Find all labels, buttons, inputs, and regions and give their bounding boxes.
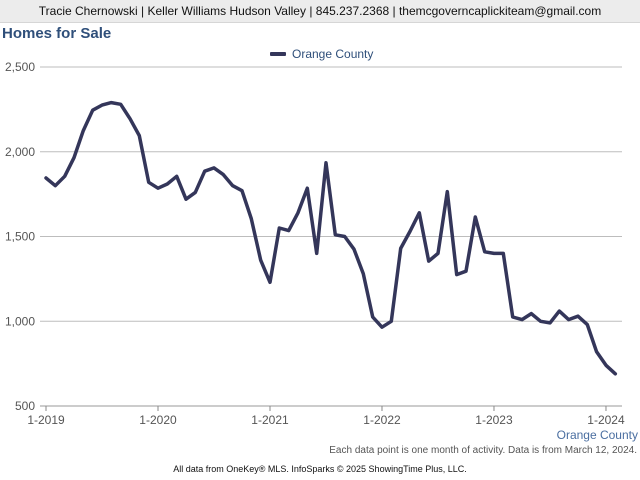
y-tick-label: 2,500 <box>5 60 35 74</box>
data-note: Each data point is one month of activity… <box>329 445 637 456</box>
x-tick-label: 1-2019 <box>27 413 65 427</box>
y-tick-label: 1,000 <box>5 314 35 328</box>
data-source: All data from OneKey® MLS. InfoSparks © … <box>173 464 467 474</box>
x-tick-label: 1-2024 <box>587 413 625 427</box>
y-tick-label: 500 <box>15 399 35 413</box>
x-tick-label: 1-2020 <box>139 413 177 427</box>
contact-header-bar: Tracie Chernowski | Keller Williams Huds… <box>0 0 640 23</box>
contact-line: Tracie Chernowski | Keller Williams Huds… <box>38 4 602 18</box>
y-tick-label: 1,500 <box>5 230 35 244</box>
series-line-orange-county <box>44 100 618 376</box>
chart-legend: Orange County <box>270 46 373 62</box>
x-tick-label: 1-2022 <box>363 413 401 427</box>
y-tick-label: 2,000 <box>5 145 35 159</box>
x-tick-label: 1-2021 <box>251 413 289 427</box>
legend-swatch <box>270 52 286 56</box>
legend-label: Orange County <box>292 47 374 61</box>
county-label: Orange County <box>556 428 638 442</box>
x-tick-label: 1-2023 <box>475 413 513 427</box>
chart-title: Homes for Sale <box>2 25 112 42</box>
